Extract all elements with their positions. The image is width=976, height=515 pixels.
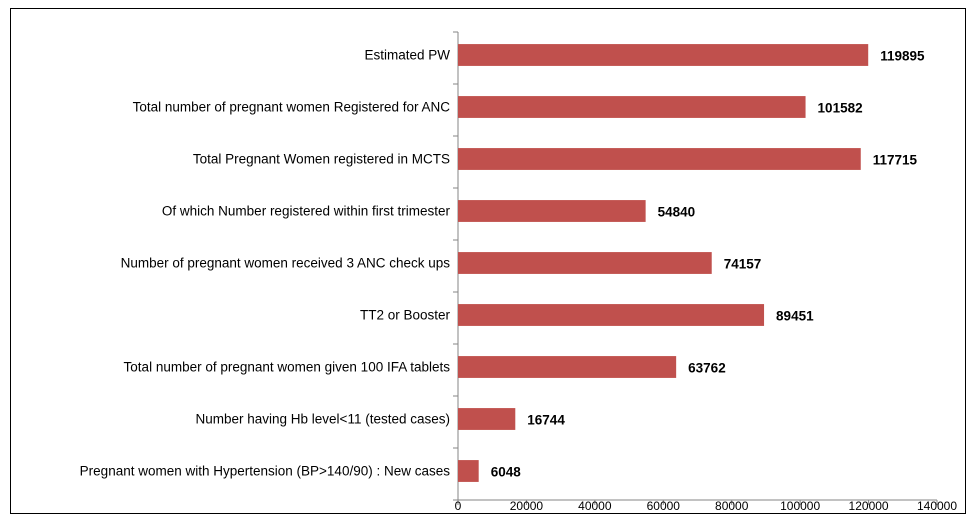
x-tick-label: 40000 bbox=[578, 499, 612, 513]
bar bbox=[458, 148, 861, 170]
category-label: Total number of pregnant women given 100… bbox=[123, 359, 450, 375]
category-label: Total number of pregnant women Registere… bbox=[132, 99, 450, 115]
bar bbox=[458, 200, 646, 222]
bar bbox=[458, 252, 712, 274]
category-label: Estimated PW bbox=[364, 47, 450, 63]
x-tick-label: 80000 bbox=[715, 499, 749, 513]
x-tick-label: 140000 bbox=[917, 499, 957, 513]
data-label: 119895 bbox=[880, 49, 925, 64]
bar bbox=[458, 304, 765, 326]
bar bbox=[458, 44, 869, 66]
bar bbox=[458, 356, 677, 378]
chart-frame bbox=[10, 8, 966, 514]
x-tick-label: 100000 bbox=[780, 499, 820, 513]
data-label: 89451 bbox=[776, 309, 814, 324]
bar bbox=[458, 96, 806, 118]
data-label: 16744 bbox=[527, 413, 565, 428]
x-tick-label: 60000 bbox=[647, 499, 681, 513]
category-label: Number having Hb level<11 (tested cases) bbox=[195, 411, 450, 427]
data-label: 6048 bbox=[491, 465, 522, 480]
data-label: 117715 bbox=[873, 153, 918, 168]
x-tick-label: 0 bbox=[455, 499, 462, 513]
bar bbox=[458, 408, 516, 430]
bar bbox=[458, 460, 479, 482]
category-label: Total Pregnant Women registered in MCTS bbox=[192, 151, 450, 167]
category-label: Number of pregnant women received 3 ANC … bbox=[120, 255, 450, 271]
data-label: 63762 bbox=[688, 361, 726, 376]
data-label: 74157 bbox=[724, 257, 762, 272]
x-tick-label: 20000 bbox=[510, 499, 544, 513]
data-label: 54840 bbox=[658, 205, 696, 220]
category-label: TT2 or Booster bbox=[359, 307, 450, 323]
category-label: Pregnant women with Hypertension (BP>140… bbox=[79, 463, 450, 479]
data-label: 101582 bbox=[818, 101, 863, 116]
x-tick-label: 120000 bbox=[849, 499, 889, 513]
category-label: Of which Number registered within first … bbox=[161, 203, 450, 219]
